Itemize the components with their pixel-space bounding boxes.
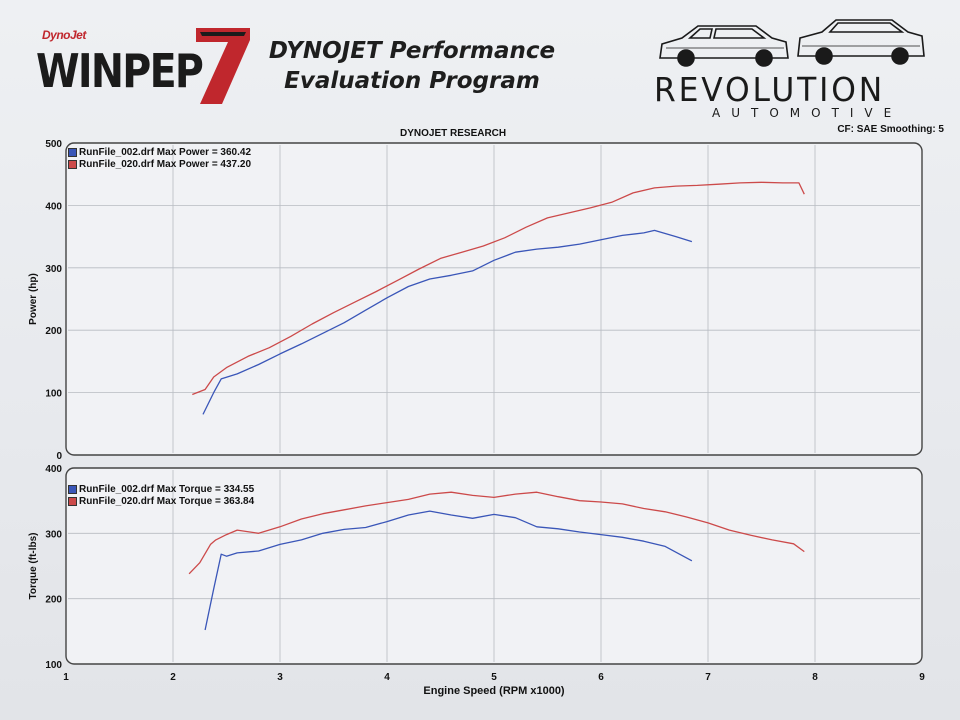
torque-y-tick-label: 300: [45, 529, 62, 540]
power-series-line-run020: [192, 181, 805, 396]
winpep-logo-text: WINPEP: [36, 44, 204, 98]
automotive-subtext: AUTOMOTIVE: [712, 106, 903, 120]
legend-swatch-run002: [68, 147, 77, 157]
x-tick-label: 9: [919, 672, 925, 683]
legend-swatch-run020: [68, 496, 77, 506]
dynojet-brand-text: DynoJet: [42, 28, 86, 42]
revolution-name: REVOLUTION: [654, 70, 886, 109]
torque-series-line-run002: [204, 510, 693, 631]
legend-swatch-run020: [68, 159, 77, 169]
x-tick-label: 6: [598, 672, 604, 683]
power-y-tick-label: 400: [45, 201, 62, 212]
program-title-line2: Evaluation Program: [284, 68, 540, 94]
x-axis-label: Engine Speed (RPM x1000): [423, 685, 565, 697]
correction-factor-text: CF: SAE Smoothing: 5: [837, 124, 944, 135]
torque-y-tick-label: 200: [45, 595, 62, 606]
legend-swatch-run002: [68, 484, 77, 494]
torque-y-tick-label: 400: [45, 464, 62, 475]
power-legend: RunFile_002.drf Max Power = 360.42 RunFi…: [68, 147, 251, 171]
x-tick-label: 3: [277, 672, 283, 683]
power-y-tick-label: 300: [45, 264, 62, 275]
cars-illustration-icon: [659, 19, 925, 67]
legend-item-run020-torque: RunFile_020.drf Max Torque = 363.84: [68, 496, 254, 508]
torque-series-line-run020: [188, 491, 805, 575]
revolution-automotive-logo: REVOLUTION AUTOMOTIVE: [652, 14, 932, 120]
power-y-axis-label: Power (hp): [28, 273, 39, 325]
winpep-logo: DynoJet WINPEP 7: [34, 22, 254, 108]
legend-label-run002-torque: RunFile_002.drf Max Torque = 334.55: [79, 484, 255, 495]
x-tick-label: 8: [812, 672, 818, 683]
torque-y-tick-label: 100: [45, 660, 62, 671]
x-tick-label: 5: [491, 672, 497, 683]
program-title-line1: DYNOJET Performance: [268, 38, 556, 64]
torque-legend: RunFile_002.drf Max Torque = 334.55 RunF…: [68, 484, 254, 508]
chart-title: DYNOJET RESEARCH: [400, 128, 507, 139]
x-tick-label: 2: [170, 672, 176, 683]
power-y-tick-label: 100: [45, 389, 62, 400]
legend-item-run002-torque: RunFile_002.drf Max Torque = 334.55: [68, 484, 254, 496]
power-series-line-run002: [202, 229, 693, 415]
legend-label-run002-power: RunFile_002.drf Max Power = 360.42: [79, 147, 252, 158]
legend-label-run020-torque: RunFile_020.drf Max Torque = 363.84: [79, 496, 255, 507]
x-tick-label: 4: [384, 672, 390, 683]
legend-label-run020-power: RunFile_020.drf Max Power = 437.20: [79, 159, 252, 170]
x-tick-label: 7: [705, 672, 711, 683]
x-tick-label: 1: [63, 672, 69, 683]
power-y-tick-label: 500: [45, 139, 62, 150]
torque-y-axis-label: Torque (ft-lbs): [28, 532, 39, 599]
winpep-seven-mark: 7: [196, 28, 250, 104]
legend-item-run002-power: RunFile_002.drf Max Power = 360.42: [68, 147, 251, 159]
power-y-tick-label: 200: [45, 326, 62, 337]
program-title: DYNOJET Performance Evaluation Program: [262, 36, 562, 96]
legend-item-run020-power: RunFile_020.drf Max Power = 437.20: [68, 159, 251, 171]
power-y-tick-label: 0: [56, 451, 62, 462]
